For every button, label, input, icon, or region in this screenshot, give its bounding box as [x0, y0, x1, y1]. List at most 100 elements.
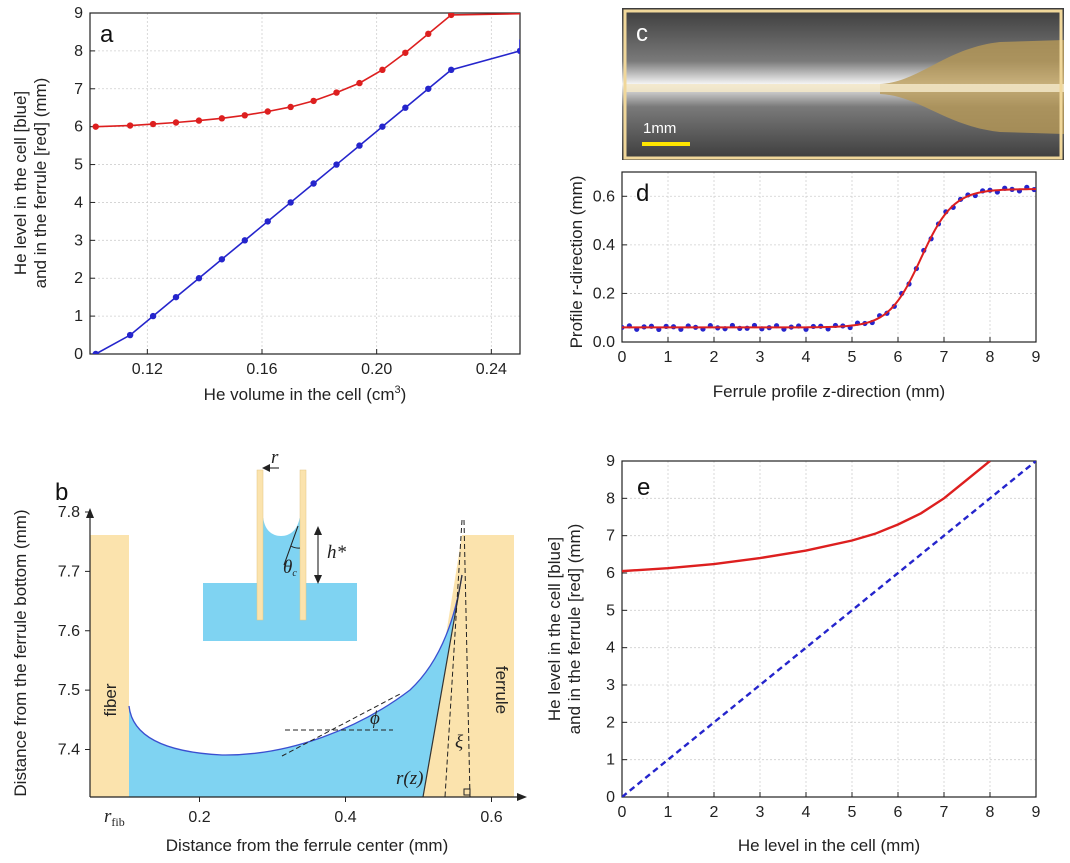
panel-a-point-blue [425, 85, 432, 92]
d-xtick-label: 1 [664, 349, 673, 366]
rz-label: r(z) [396, 768, 423, 789]
panel-b-letter: b [55, 479, 68, 506]
e-xtick-label: 1 [664, 804, 673, 821]
a-xtick-label: 0.24 [476, 361, 507, 378]
panel-e-xlabel: He level in the cell (mm) [738, 836, 920, 855]
e-ytick-label: 6 [606, 565, 615, 582]
panel-a-frame [89, 12, 521, 355]
panel-a-ticks: 0.12 0.16 0.20 0.24 0 1 2 3 4 5 6 7 8 9 [74, 5, 507, 378]
panel-d-fit-line [622, 188, 1036, 329]
panel-d-letter: d [636, 180, 649, 207]
panel-a-point-blue [172, 293, 180, 301]
e-ytick-label: 8 [606, 490, 615, 507]
d-xtick-label: 9 [1032, 349, 1041, 366]
e-xtick-label: 2 [710, 804, 719, 821]
panel-e-series-red-line [622, 461, 991, 573]
panel-a-point-red [402, 49, 409, 56]
panel-b-xtick-label: 0.4 [334, 809, 356, 826]
e-xtick-label: 9 [1032, 804, 1041, 821]
e-ytick-label: 2 [606, 714, 615, 731]
panel-a-point-blue [310, 180, 317, 187]
d-ytick-label: 0.2 [593, 285, 615, 302]
e-xtick-label: 8 [986, 804, 995, 821]
e-ytick-label: 5 [606, 602, 615, 619]
panel-a-point-red [448, 13, 455, 19]
panel-a-ylabel-1: He level in the cell [blue] [11, 91, 30, 275]
e-ytick-label: 4 [606, 640, 615, 657]
panel-b-ytick-label: 7.6 [58, 623, 80, 640]
panel-a-point-red [333, 89, 340, 96]
a-ytick-label: 0 [74, 346, 83, 363]
d-ytick-label: 0.6 [593, 188, 615, 205]
panel-b-ticks: 0.2 0.4 0.6 7.4 7.5 7.6 7.7 7.8 [58, 504, 503, 826]
a-ytick-label: 3 [74, 232, 83, 249]
inset-wall-right [299, 469, 307, 621]
panel-b-ytick-label: 7.8 [58, 504, 80, 521]
inset-h-label: h* [327, 542, 347, 563]
e-ytick-label: 0 [606, 789, 615, 806]
panel-a-series-blue-line [95, 39, 520, 354]
panel-e-ylabel-2: and in the ferrule [red] (mm) [565, 524, 584, 735]
panel-a-point-red [195, 117, 203, 124]
panel-d-xlabel: Ferrule profile z-direction (mm) [713, 382, 945, 401]
panel-a-point-blue [356, 142, 363, 149]
a-xtick-label: 0.12 [132, 361, 163, 378]
panel-e-ticks: 0 1 2 3 4 5 6 7 8 9 0 1 2 3 4 5 6 7 8 9 [606, 453, 1040, 821]
panel-a-series-red-line [95, 13, 520, 128]
inset-theta-arc [290, 545, 301, 549]
meniscus-line [128, 574, 463, 756]
panel-a-point-blue [448, 66, 455, 74]
panel-a-point-red [356, 79, 363, 87]
d-xtick-label: 8 [986, 349, 995, 366]
a-ytick-label: 8 [74, 43, 83, 60]
panel-b-xtick-label: 0.6 [480, 809, 502, 826]
panel-d-ylabel: Profile r-direction (mm) [567, 176, 586, 349]
panel-a-series [92, 13, 520, 354]
a-ytick-label: 6 [74, 119, 83, 136]
panel-b-xtick-label: 0.2 [188, 809, 210, 826]
d-xtick-label: 5 [848, 349, 857, 366]
vertical-dashed-2 [463, 519, 471, 798]
panel-b-xlabel: Distance from the ferrule center (mm) [166, 836, 448, 855]
panel-e-ylabel-1: He level in the cell [blue] [545, 537, 564, 721]
panel-a-point-blue [379, 123, 386, 130]
a-ytick-label: 9 [74, 5, 83, 22]
panel-e: 0 1 2 3 4 5 6 7 8 9 0 1 2 3 4 5 6 7 8 9 e He level in the c… [545, 453, 1041, 855]
panel-b-ytick-label: 7.5 [58, 682, 80, 699]
panel-a-point-red [218, 115, 226, 122]
e-xtick-label: 0 [618, 804, 627, 821]
d-xtick-label: 4 [802, 349, 811, 366]
panel-a-point-red [149, 120, 157, 128]
panel-a-point-blue [516, 47, 520, 55]
e-xtick-label: 4 [802, 804, 811, 821]
panel-e-series [622, 461, 1036, 797]
panel-a-point-red [126, 122, 134, 129]
inset-r-label: r [271, 447, 279, 468]
panel-b-ylabel: Distance from the ferrule bottom (mm) [11, 509, 30, 796]
panel-a-point-red [379, 66, 386, 74]
e-xtick-label: 3 [756, 804, 765, 821]
panel-a-point-blue [92, 350, 99, 354]
panel-a-point-red [287, 103, 294, 111]
e-ytick-label: 9 [606, 453, 615, 470]
liquid-meniscus [129, 575, 462, 797]
right-angle-mark [463, 788, 471, 796]
a-ytick-label: 2 [74, 270, 83, 287]
panel-c-letter: c [636, 20, 648, 47]
vertical-dashed-1 [444, 519, 463, 798]
inset-theta-label: θc [283, 557, 297, 579]
panel-a-point-blue [241, 237, 248, 244]
panel-a-point-blue [149, 312, 157, 320]
panel-c-fiber-core [624, 84, 1064, 92]
panel-e-letter: e [637, 474, 650, 501]
panel-c-scale-label: 1mm [643, 120, 676, 137]
d-xtick-label: 3 [756, 349, 765, 366]
xi-label: ξ [455, 732, 464, 753]
ferrule-label: ferrule [492, 666, 511, 714]
inset-capillary: θc r h* [203, 447, 357, 641]
panel-a: 0.12 0.16 0.20 0.24 0 1 2 3 4 5 6 7 8 9 a He volume i… [11, 5, 521, 404]
panel-b-yaxis-arrow [86, 508, 94, 518]
panel-a-point-blue [287, 199, 294, 206]
a-ytick-label: 4 [74, 194, 83, 211]
